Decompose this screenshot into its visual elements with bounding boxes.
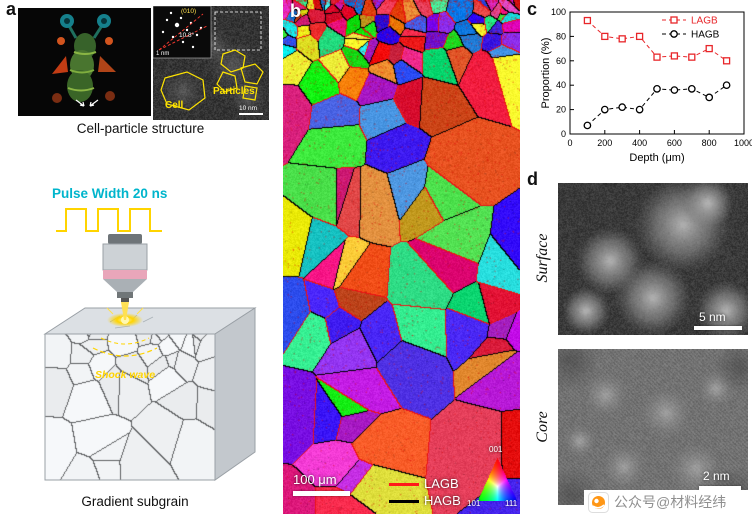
pulse-waveform [56, 208, 162, 232]
core-scalebar [699, 486, 741, 490]
subgrain-sketch-canvas [45, 334, 215, 480]
zoom-region-box [214, 11, 262, 51]
svg-text:LAGB: LAGB [691, 16, 718, 27]
svg-text:1000: 1000 [734, 138, 752, 148]
diffraction-angle-lines [158, 13, 208, 51]
cell-label: Cell [165, 100, 184, 111]
ipf-101-label: 101 [467, 499, 481, 508]
tem-scalebar-label: 10 nm [239, 105, 257, 112]
core-label: Core [534, 411, 551, 443]
diffraction-scale-label: 1 nm [156, 51, 169, 57]
particle-outlines [160, 49, 264, 111]
shock-wave-label: Shock wave [95, 369, 155, 381]
svg-text:20: 20 [556, 105, 566, 115]
proportion-chart: 0 200 400 600 800 1000 0 20 40 60 80 100 Depth (μm) P… [540, 7, 752, 164]
svg-text:HAGB: HAGB [691, 30, 720, 41]
svg-text:800: 800 [702, 138, 717, 148]
laser-beam [121, 302, 129, 320]
panel-c-label: c [527, 0, 538, 19]
cell-particle-caption: Cell-particle structure [76, 121, 205, 136]
ebsd-scalebar [293, 491, 350, 496]
particles-label: Particles [213, 86, 255, 97]
mantis-shrimp-photo [18, 8, 151, 116]
diffraction-angle-label: 10.8° [179, 31, 195, 39]
lagb-legend-line [389, 483, 419, 486]
ipf-color-key [477, 457, 517, 501]
shrimp-body [52, 14, 116, 103]
watermark-text: 公众号@材料经纬 [614, 494, 727, 510]
tem-scalebar [239, 113, 263, 115]
panel-b: b 100 μm LAGB HAGB 001 101 111 [283, 0, 520, 514]
core-tem-canvas [558, 349, 748, 505]
block-overlay: Shock wave [44, 304, 216, 481]
watermark: 公众号@材料经纬 [584, 490, 753, 514]
panel-d-label: d [527, 169, 538, 189]
svg-text:400: 400 [632, 138, 647, 148]
surface-scalebar-label: 5 nm [699, 310, 726, 324]
lagb-legend-label: LAGB [424, 476, 459, 491]
tem-inset-image: (010) 10.8° 1 nm Particles Cell 10 nm [153, 6, 269, 120]
svg-text:100: 100 [551, 7, 566, 17]
surface-label: Surface [534, 233, 551, 283]
svg-text:80: 80 [556, 31, 566, 41]
svg-text:Proportion (%): Proportion (%) [540, 38, 552, 109]
svg-text:0: 0 [567, 138, 572, 148]
hagb-legend-line [389, 500, 419, 503]
gradient-subgrain-caption: Gradient subgrain [81, 494, 189, 509]
mantis-shrimp-illustration [18, 8, 151, 116]
svg-text:0: 0 [561, 129, 566, 139]
ipf-111-label: 111 [505, 499, 518, 508]
surface-scalebar [694, 326, 742, 330]
diffraction-spots [161, 11, 203, 49]
pulse-width-label: Pulse Width 20 ns [52, 186, 168, 201]
photo-arrows [75, 99, 99, 107]
ipf-001-label: 001 [489, 445, 503, 454]
svg-text:600: 600 [667, 138, 682, 148]
ebsd-scalebar-label: 100 μm [293, 472, 337, 487]
svg-text:40: 40 [556, 80, 566, 90]
watermark-icon [588, 491, 609, 513]
surface-tem-canvas [558, 183, 748, 335]
diffraction-plane-label: (010) [181, 8, 196, 15]
panel-a-label: a [6, 0, 17, 19]
tem-overlay: (010) 10.8° 1 nm Particles Cell 10 nm [153, 6, 264, 115]
panel-b-label: b [290, 1, 301, 21]
svg-text:60: 60 [556, 56, 566, 66]
shock-wave-arcs [92, 337, 158, 357]
core-scalebar-label: 2 nm [703, 469, 730, 483]
svg-text:200: 200 [597, 138, 612, 148]
hagb-legend-label: HAGB [424, 493, 461, 508]
laser-device [102, 234, 148, 320]
ebsd-map-canvas [283, 0, 520, 514]
svg-text:Depth (μm): Depth (μm) [629, 152, 684, 164]
